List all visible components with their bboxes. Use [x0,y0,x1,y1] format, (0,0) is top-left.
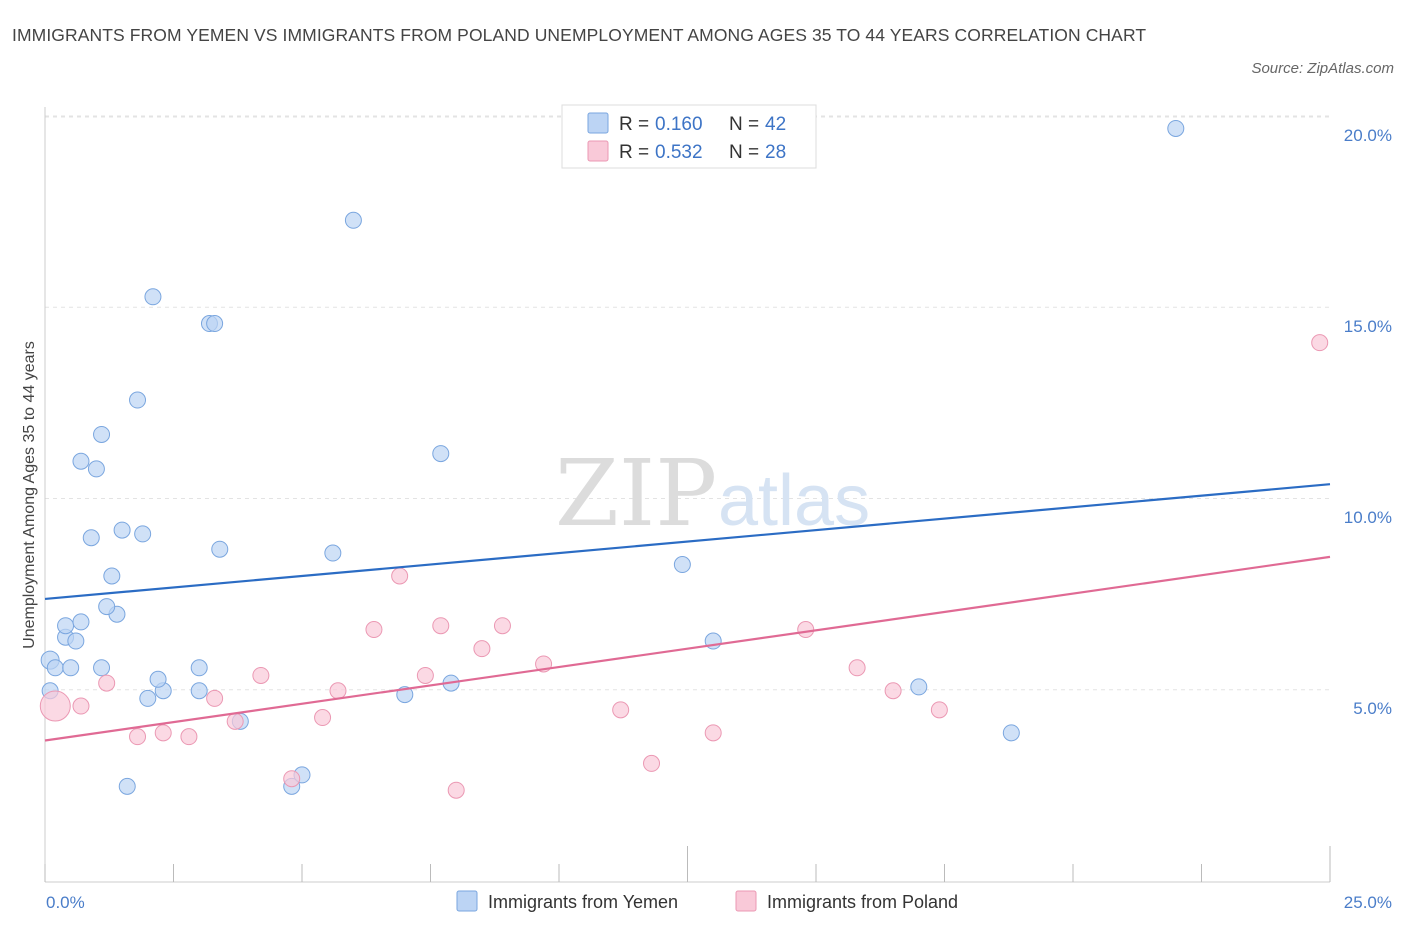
point-poland [1311,334,1329,352]
y-tick-5: 5.0% [1353,699,1392,718]
y-tick-20: 20.0% [1344,126,1392,145]
point-poland [98,674,116,692]
correlation-legend: R = 0.160 N = 42 R = 0.532 N = 28 [561,104,817,169]
point-poland [39,690,71,722]
source-label: Source: ZipAtlas.com [1251,60,1394,77]
point-poland [72,697,90,715]
point-yemen [72,452,90,470]
point-poland [416,666,434,684]
point-poland [884,682,902,700]
y-axis-label: Unemployment Among Ages 35 to 44 years [21,341,38,649]
point-yemen [57,617,75,635]
trend-line-poland [44,555,1331,742]
point-yemen [144,288,162,306]
point-poland [226,712,244,730]
point-yemen [62,659,80,677]
point-yemen [72,613,90,631]
point-yemen [190,682,208,700]
point-poland [432,617,450,635]
point-yemen [82,529,100,547]
legend-r-value-yemen: 0.160 [655,114,703,135]
legend-r-label-yemen: R = [619,114,649,135]
point-yemen [118,777,136,795]
point-yemen [1002,724,1020,742]
point-poland [797,621,815,639]
point-poland [704,724,722,742]
point-poland [283,770,301,788]
point-yemen [67,632,85,650]
point-poland [314,709,332,727]
legend-r-value-poland: 0.532 [655,142,703,163]
y-tick-15: 15.0% [1344,317,1392,336]
point-yemen [129,391,147,409]
point-poland [493,617,511,635]
series-legend: Immigrants from Yemen Immigrants from Po… [456,890,958,912]
point-poland [252,666,270,684]
x-tick-min: 0.0% [46,893,85,912]
series-legend-label-poland: Immigrants from Poland [767,892,958,912]
point-poland [391,567,409,585]
series-legend-swatch-poland [735,890,757,912]
point-yemen [673,556,691,574]
point-poland [612,701,630,719]
point-yemen [134,525,152,543]
gridlines [45,115,1330,691]
point-yemen [113,521,131,539]
data-points [39,119,1329,799]
point-yemen [1167,119,1185,137]
point-poland [930,701,948,719]
point-yemen [87,460,105,478]
point-yemen [206,315,224,333]
point-poland [643,754,661,772]
point-poland [180,728,198,746]
legend-n-value-yemen: 42 [765,114,786,135]
legend-swatch-yemen [587,112,609,134]
legend-n-label-yemen: N = [729,114,759,135]
point-yemen [910,678,928,696]
point-yemen [432,445,450,463]
point-yemen [93,659,111,677]
watermark-zip: ZIP [555,440,717,547]
point-poland [129,728,147,746]
series-legend-swatch-yemen [456,890,478,912]
legend-n-label-poland: N = [729,142,759,163]
point-yemen [149,670,167,688]
point-poland [154,724,172,742]
point-yemen [98,598,116,616]
watermark-atlas: atlas [718,461,870,541]
legend-r-label-poland: R = [619,142,649,163]
point-yemen [93,425,111,443]
point-poland [848,659,866,677]
point-yemen [324,544,342,562]
y-tick-10: 10.0% [1344,508,1392,527]
point-poland [206,689,224,707]
point-yemen [190,659,208,677]
point-yemen [46,659,64,677]
chart-title: IMMIGRANTS FROM YEMEN VS IMMIGRANTS FROM… [12,25,1147,45]
point-yemen [211,540,229,558]
point-yemen [344,211,362,229]
x-tick-max: 25.0% [1344,893,1392,912]
point-yemen [103,567,121,585]
legend-n-value-poland: 28 [765,142,786,163]
trend-lines [44,483,1331,742]
series-legend-label-yemen: Immigrants from Yemen [488,892,678,912]
point-yemen [139,689,157,707]
point-poland [329,682,347,700]
point-poland [447,781,465,799]
trend-line-yemen [44,483,1331,601]
axes [44,107,1331,883]
point-poland [473,640,491,658]
legend-swatch-poland [587,140,609,162]
point-poland [365,621,383,639]
